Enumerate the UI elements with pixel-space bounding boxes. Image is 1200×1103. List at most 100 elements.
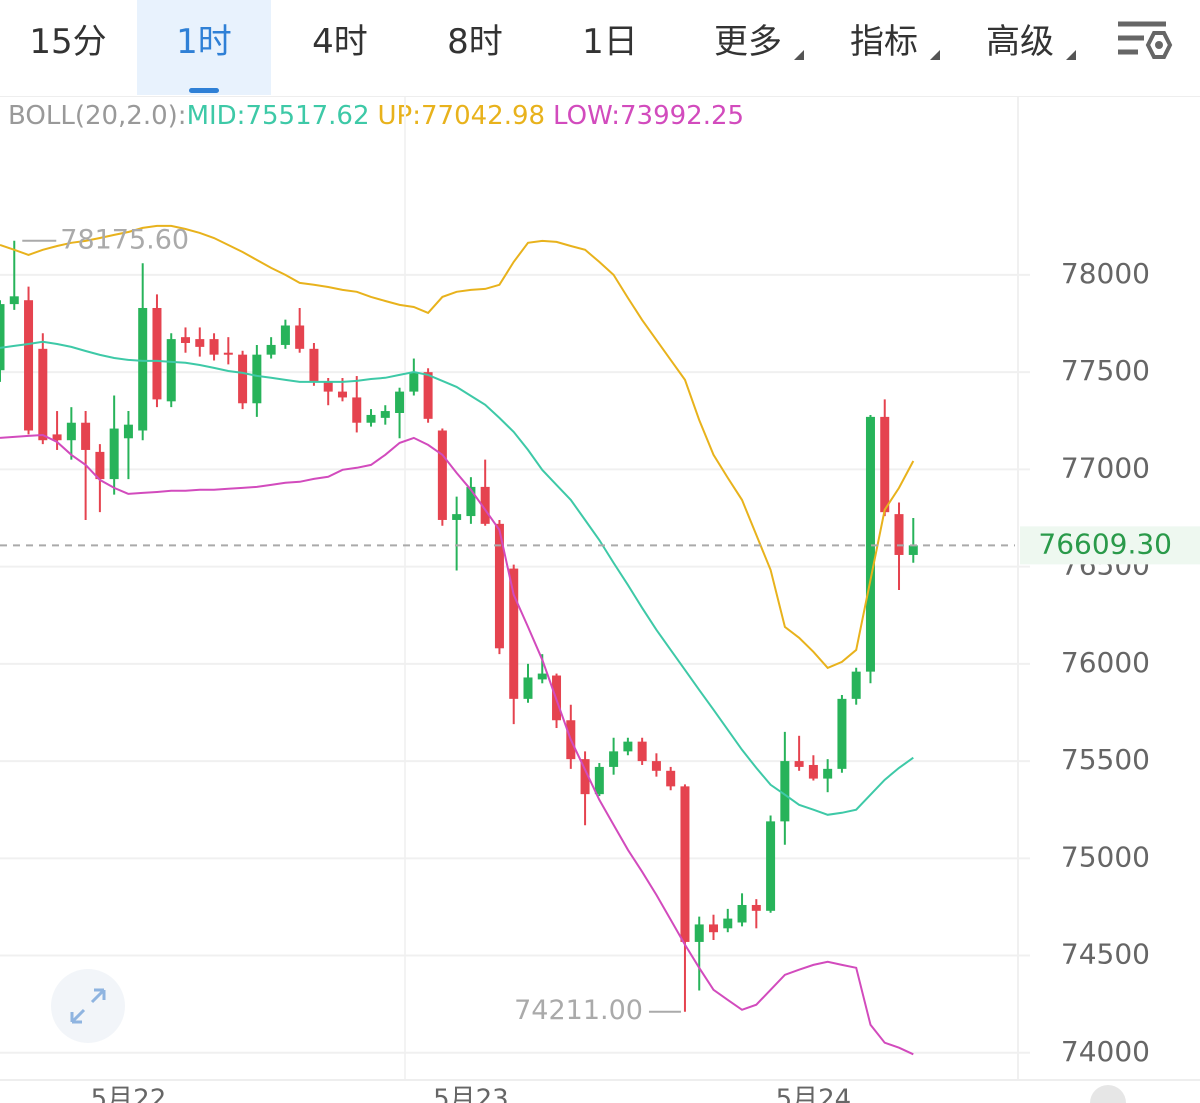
candle-body [123,424,133,439]
last-price-bg [1020,526,1200,565]
y-tick-label: 77000 [1061,451,1150,484]
tab-bar: 15分 1时 4时 8时 1日 更多 指标 高级 [0,0,1200,97]
candle-body [380,411,390,418]
x-tick-label: 5月23 [433,1085,509,1103]
candle-body [723,918,733,929]
candle-body [609,751,619,767]
candle-body [651,761,661,771]
candle-body [594,766,604,795]
candle-body [666,770,676,787]
indicator-name: BOLL(20,2.0): [8,101,187,131]
y-tick-label: 75000 [1061,840,1150,873]
candle-body [352,397,362,423]
tab[interactable]: 4时 [312,22,368,62]
x-tick-label: 5月24 [776,1085,852,1103]
band-line [0,433,914,1056]
candle-body [680,786,690,942]
candle-body [409,372,419,392]
candle-body [181,337,191,343]
candle-body [266,344,276,355]
candle-body [395,391,405,413]
tab[interactable]: 高级 [986,22,1054,62]
tab[interactable]: 指标 [850,22,918,62]
candle-body [0,304,5,371]
candle-body [865,416,875,672]
tab[interactable]: 1时 [137,0,271,95]
candle-body [152,307,162,400]
candle-body [423,372,433,419]
candle-body [38,348,48,441]
candle-body [694,924,704,942]
band-line [0,340,914,816]
candle-body [908,545,918,555]
candle-body [223,352,233,355]
candle-body [494,523,504,649]
candle-body [637,741,647,762]
candle-body [880,416,890,513]
y-tick-label: 76000 [1061,646,1150,679]
indicator-row: BOLL(20,2.0):MID:75517.62 UP:77042.98 LOW:… [8,98,752,134]
candle-body [480,486,490,524]
tab[interactable]: 更多 [714,22,782,62]
candle-body [823,768,833,779]
tab[interactable]: 15分 [29,22,107,62]
candle-body [523,677,533,699]
candle-body [24,300,34,431]
candle-body [780,761,790,822]
candle-body [737,904,747,923]
candle-body [566,720,576,760]
indicator-mid: MID:75517.62 [186,101,370,131]
y-tick-label: 76500 [1061,549,1150,582]
candle-body [81,422,91,450]
candle-body [437,430,447,520]
y-tick-label: 77500 [1061,354,1150,387]
max-label: 78175.60 [60,224,189,255]
candle-body [509,568,519,699]
indicator-low: LOW:73992.25 [553,101,745,131]
candle-body [552,675,562,721]
dropdown-arrow [930,50,940,60]
y-tick-label: 78000 [1061,257,1150,290]
candle-body [9,296,19,305]
dropdown-arrow [1066,50,1076,60]
grid [0,273,1030,1054]
candle-body [309,348,319,382]
candle-body [195,339,205,347]
candle-body [580,759,590,795]
candle-body [209,339,219,355]
candle-body [466,486,476,517]
candle-body [66,422,76,441]
candle-body [95,451,105,480]
candle-body [808,764,818,779]
x-tick-label: 5月22 [91,1085,167,1103]
candle-body [366,414,376,423]
tab[interactable]: 8时 [447,22,503,62]
candle-body [323,381,333,392]
candle-body [794,761,804,767]
candle-body [452,514,462,520]
y-tick-label: 74000 [1061,1035,1150,1068]
candle-body [295,325,305,349]
min-label: 74211.00 [514,995,643,1026]
y-tick-label: 74500 [1061,938,1150,971]
settings-icon[interactable] [1114,16,1174,66]
candle-body [138,307,148,431]
candle-body [837,698,847,769]
tab[interactable]: 1日 [582,22,638,62]
candle-body [851,671,861,699]
candle-body [252,354,262,404]
candle-body [238,354,248,404]
candle-body [751,904,761,911]
candle-body [766,821,776,911]
candle-body [709,924,718,933]
y-tick-label: 75500 [1061,743,1150,776]
indicator-up: UP:77042.98 [377,101,546,131]
last-price-label: 76609.30 [1038,527,1172,560]
candle-body [537,673,547,680]
candle-body [52,434,62,441]
candle-body [623,741,633,752]
candle-body [280,325,290,345]
band-line [0,224,915,670]
